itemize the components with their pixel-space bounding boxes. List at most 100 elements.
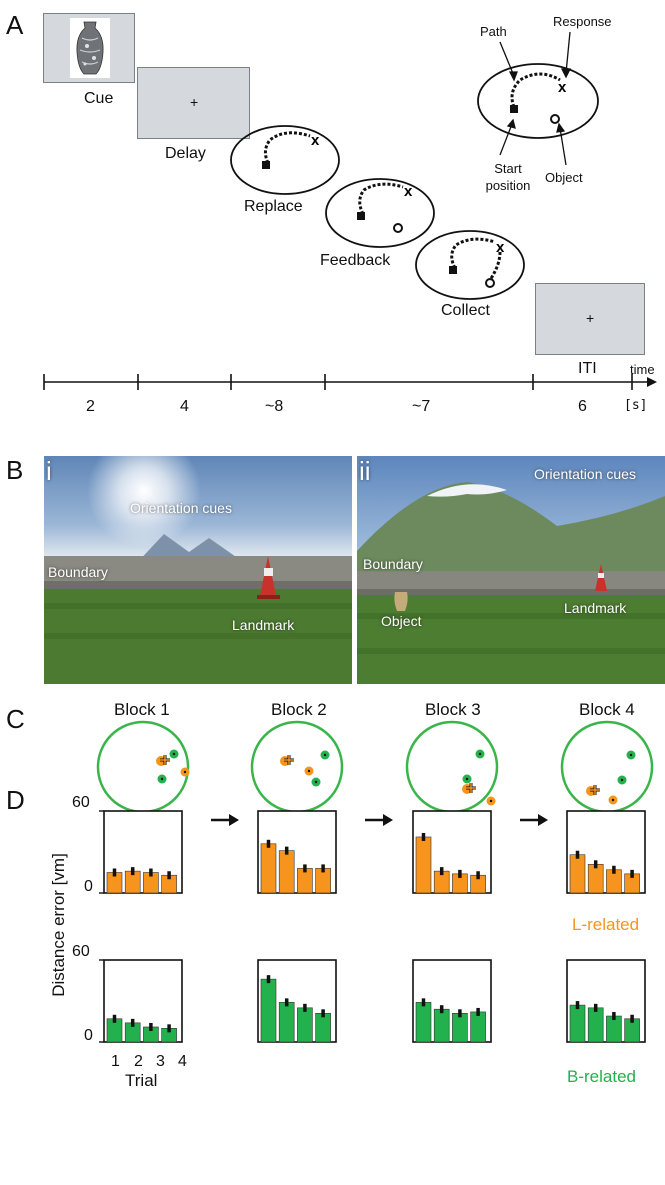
object-label-ii: Object: [381, 613, 422, 629]
inset-path: x: [510, 72, 567, 124]
cue-screen: [43, 13, 135, 83]
bar-trial-1: [569, 854, 586, 894]
timeline-unit: [s]: [624, 398, 648, 413]
inset-arena: [477, 63, 599, 139]
bar-trial-4: [470, 1011, 486, 1043]
stage-replace-label: Replace: [244, 198, 303, 215]
right-arrow-head: [383, 814, 393, 826]
orientation-cues-label-ii: Orientation cues: [534, 466, 636, 482]
svg-text:x: x: [496, 239, 505, 256]
xtick-3: 3: [156, 1053, 165, 1070]
stage-delay-label: Delay: [165, 145, 206, 162]
duration-cue: 2: [86, 398, 95, 415]
dot-center: [183, 770, 187, 774]
arena-circle-block-3: [405, 720, 499, 814]
panel-b-label: B: [6, 455, 24, 485]
duration-feedback-collect: ~7: [412, 398, 431, 415]
arena-circle-block-1: [96, 720, 190, 814]
replace-path: x: [262, 131, 320, 169]
dot-center: [160, 777, 164, 781]
bar-trial-3: [452, 1012, 468, 1043]
delay-screen: +: [137, 67, 250, 139]
replace-arena: [230, 125, 340, 195]
bar-trial-2: [587, 1007, 604, 1043]
dot-center: [620, 778, 624, 782]
b-related-label: B-related: [567, 1067, 636, 1086]
block-1-label: Block 1: [114, 700, 170, 719]
dot-center: [307, 769, 311, 773]
ytick-bottom-b: 0: [84, 1027, 93, 1044]
panel-c-label: C: [6, 704, 25, 734]
bar-trial-2: [278, 1002, 295, 1043]
bar-trial-1: [260, 978, 277, 1043]
block-2-label: Block 2: [271, 700, 327, 719]
right-arrow-head: [538, 814, 548, 826]
landmark-plus-inner: [160, 755, 170, 765]
boundary-label-i: Boundary: [48, 564, 108, 580]
panel-a-label: A: [6, 10, 24, 40]
screenshot-i: i Orientation cues Boundary Landmark: [44, 456, 352, 684]
xtick-2: 2: [134, 1053, 143, 1070]
stage-iti-label: ITI: [578, 360, 597, 377]
svg-text:x: x: [404, 183, 413, 200]
timeline-axis-label: time: [630, 362, 655, 377]
dot-center: [465, 777, 469, 781]
dot-center: [478, 752, 482, 756]
dot-center: [629, 753, 633, 757]
ytick-top-b: 60: [72, 943, 90, 960]
dot-center: [611, 798, 615, 802]
collect-arena: [415, 230, 525, 300]
stage-collect-label: Collect: [441, 302, 490, 319]
inset-object-label: Object: [545, 170, 583, 185]
inset-arrows: [499, 31, 572, 166]
block-4-label: Block 4: [579, 700, 635, 719]
feedback-path: x: [357, 182, 413, 233]
bar-trial-2: [587, 863, 604, 894]
arena-circle-block-4: [560, 720, 654, 814]
dot-center: [314, 780, 318, 784]
landmark-label-i: Landmark: [232, 617, 295, 633]
xtick-4: 4: [178, 1053, 187, 1070]
arena-circle-block-2: [250, 720, 344, 814]
boundary-label-ii: Boundary: [363, 556, 423, 572]
stage-cue-label: Cue: [84, 90, 114, 107]
duration-iti: 6: [578, 398, 587, 415]
bar-trial-4: [315, 1012, 331, 1043]
fixation-cross: +: [190, 94, 199, 110]
dot-center: [489, 799, 493, 803]
landmark-plus-inner: [284, 755, 294, 765]
landmark-plus-inner: [466, 783, 476, 793]
l-related-label: L-related: [572, 915, 640, 934]
stage-feedback-label: Feedback: [320, 252, 391, 269]
ytick-bottom-l: 0: [84, 878, 93, 895]
bar-trial-2: [433, 1008, 450, 1043]
bar-trial-1: [260, 843, 277, 894]
dot-center: [323, 753, 327, 757]
bar-trial-1: [569, 1004, 586, 1043]
vase-image: [70, 18, 110, 78]
y-axis-label: Distance error [vm]: [49, 853, 68, 997]
orientation-cues-label-i: Orientation cues: [130, 500, 232, 516]
dot-center: [172, 752, 176, 756]
inset-start-label: Start position: [485, 161, 531, 193]
landmark-plus-inner: [590, 785, 600, 795]
panel-d-label: D: [6, 785, 25, 815]
feedback-arena: [325, 178, 435, 248]
bar-trial-2: [278, 850, 295, 894]
landmark-label-ii: Landmark: [564, 600, 627, 616]
timeline-axis: [43, 374, 657, 390]
bar-trial-3: [297, 1007, 313, 1043]
screenshot-ii: ii Orientation cues Boundary Object Land…: [357, 456, 665, 684]
inset-response-label: Response: [553, 14, 612, 29]
inset-path-label: Path: [480, 24, 507, 39]
iti-screen: +: [535, 283, 645, 355]
bar-trial-1: [415, 836, 432, 894]
collect-path: x: [449, 237, 505, 288]
panel-a-diagram: x x x x: [43, 31, 657, 390]
block-3-label: Block 3: [425, 700, 481, 719]
duration-replace: ~8: [265, 398, 284, 415]
fixation-cross-iti: +: [586, 310, 595, 326]
right-arrow-head: [229, 814, 239, 826]
screenshot-i-label: i: [46, 456, 52, 486]
